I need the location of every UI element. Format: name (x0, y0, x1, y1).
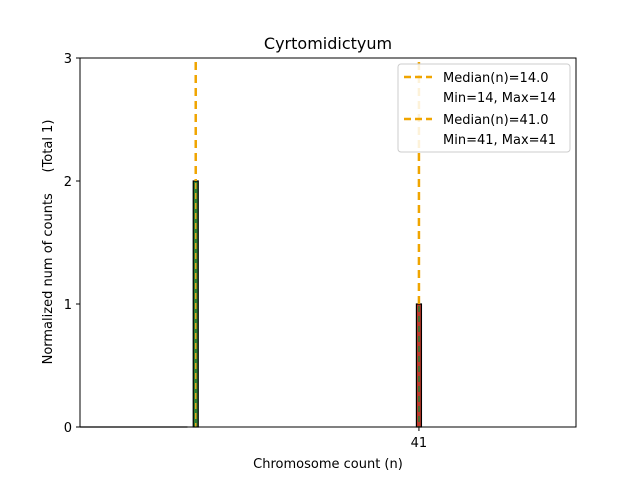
plot-area-frame (79, 57, 577, 428)
x-axis-label: Chromosome count (n) (253, 457, 403, 472)
y-axis-ticks: 0 1 2 3 (64, 52, 80, 436)
y-tick-label: 3 (64, 52, 72, 67)
x-axis-ticks: 41 (411, 427, 428, 451)
legend-range-1-label: Min=14, Max=14 (443, 91, 556, 106)
legend-median-2-label: Median(n)=41.0 (443, 113, 549, 128)
legend-box (397, 63, 571, 153)
x-tick-label: 41 (411, 436, 428, 451)
plot-marks (80, 62, 423, 428)
legend: Median(n)=14.0 Min=14, Max=14 Median(n)=… (397, 63, 571, 153)
y-tick-label: 0 (64, 421, 72, 436)
y-axis-label: Normalized num of counts (Total 1) (41, 120, 56, 365)
legend-range-2-label: Min=41, Max=41 (443, 133, 556, 148)
y-tick-label: 1 (64, 298, 72, 313)
y-tick-label: 2 (64, 175, 72, 190)
chart-title: Cyrtomidictyum (264, 34, 392, 53)
legend-median-1-label: Median(n)=14.0 (443, 71, 549, 86)
